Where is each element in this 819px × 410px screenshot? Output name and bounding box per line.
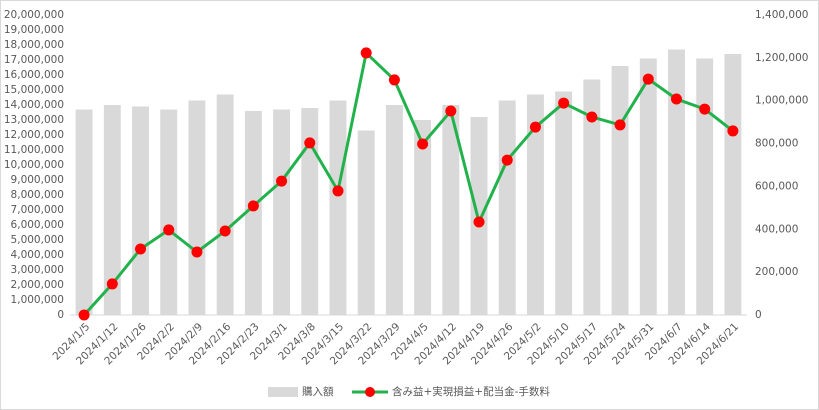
line-marker: [247, 200, 259, 212]
y-tick-label: 12,000,000: [4, 129, 64, 141]
y-tick-label: 5,000,000: [11, 234, 64, 246]
y-tick-label: 8,000,000: [11, 189, 64, 201]
y-tick-label: 0: [57, 309, 64, 321]
line-marker: [670, 93, 682, 105]
y-tick-label: 3,000,000: [11, 264, 64, 276]
line-marker: [78, 309, 90, 321]
bar: [160, 109, 178, 315]
bar: [414, 120, 432, 315]
y2-tick-label: 1,200,000: [755, 52, 808, 64]
y-tick-label: 13,000,000: [4, 114, 64, 126]
y-tick-label: 6,000,000: [11, 219, 64, 231]
line-marker: [473, 216, 485, 228]
y2-tick-label: 200,000: [755, 266, 798, 278]
line-marker: [529, 121, 541, 133]
y-tick-label: 7,000,000: [11, 204, 64, 216]
y-tick-label: 19,000,000: [4, 24, 64, 36]
line-marker: [586, 111, 598, 123]
line-marker: [360, 47, 372, 59]
line-marker: [106, 278, 118, 290]
legend-label: 含み益+実現損益+配当金-手数料: [392, 385, 550, 398]
y2-tick-label: 600,000: [755, 180, 798, 192]
bar: [611, 66, 629, 315]
line-marker: [699, 103, 711, 115]
bar: [639, 58, 657, 315]
y-tick-label: 17,000,000: [4, 54, 64, 66]
line-marker: [501, 154, 513, 166]
line-marker: [417, 138, 429, 150]
y-tick-label: 20,000,000: [4, 9, 64, 21]
line-marker: [304, 137, 316, 149]
line: [82, 49, 734, 317]
y2-tick-label: 1,400,000: [755, 9, 808, 21]
y-tick-label: 15,000,000: [4, 84, 64, 96]
bar: [273, 109, 291, 315]
line-marker: [276, 175, 288, 187]
line-marker: [135, 243, 147, 255]
bar: [583, 79, 601, 315]
bar: [668, 49, 685, 315]
legend-swatch: [365, 387, 375, 397]
y-tick-label: 1,000,000: [11, 294, 64, 306]
bar: [301, 108, 319, 315]
y2-tick-label: 400,000: [755, 223, 798, 235]
bar: [132, 106, 149, 315]
bar: [188, 100, 206, 315]
line-marker: [332, 185, 344, 197]
line-marker: [219, 225, 231, 237]
bar: [75, 109, 93, 315]
legend-swatch: [268, 387, 298, 397]
legend-label: 購入額: [302, 385, 334, 398]
y2-tick-label: 0: [755, 309, 762, 321]
bar: [498, 100, 516, 315]
bar: [329, 100, 347, 315]
bar: [696, 58, 714, 315]
bar: [526, 94, 544, 315]
y-tick-label: 11,000,000: [4, 144, 64, 156]
bar: [216, 94, 234, 315]
line-marker: [191, 246, 203, 258]
bar: [442, 105, 460, 315]
y2-tick-label: 800,000: [755, 138, 798, 150]
line-marker: [642, 73, 654, 85]
line-marker: [388, 74, 400, 86]
y-tick-label: 2,000,000: [11, 279, 64, 291]
bar: [555, 91, 573, 315]
y-tick-label: 10,000,000: [4, 159, 64, 171]
bar: [357, 130, 375, 315]
bar: [103, 105, 121, 315]
line-marker: [163, 224, 175, 236]
y-tick-label: 14,000,000: [4, 99, 64, 111]
y-tick-label: 4,000,000: [11, 249, 64, 261]
y-tick-label: 9,000,000: [11, 174, 64, 186]
y-tick-label: 16,000,000: [4, 69, 64, 81]
y-tick-label: 18,000,000: [4, 39, 64, 51]
line-marker: [727, 125, 739, 137]
line-marker: [614, 119, 626, 131]
bar: [385, 105, 403, 315]
bar: [724, 54, 742, 315]
bar: [244, 111, 262, 315]
line-marker: [558, 97, 570, 109]
line-marker: [445, 105, 457, 117]
y2-tick-label: 1,000,000: [755, 95, 808, 107]
